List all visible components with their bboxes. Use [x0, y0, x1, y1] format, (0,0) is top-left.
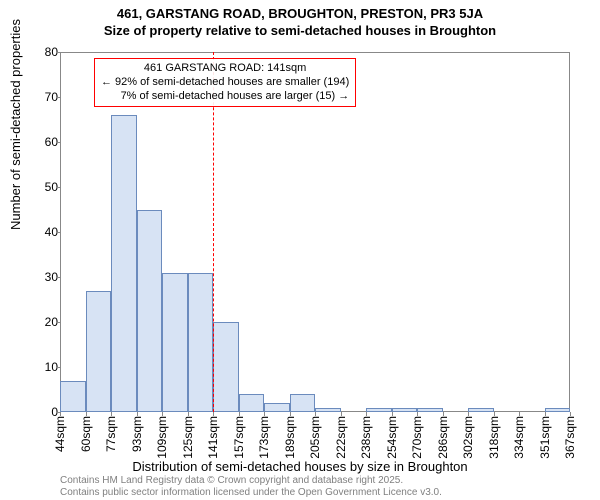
x-tick-label: 157sqm [232, 416, 246, 459]
chart-title-line2: Size of property relative to semi-detach… [0, 21, 600, 38]
y-tick-label: 50 [28, 180, 58, 194]
x-tick-label: 270sqm [410, 416, 424, 459]
y-tick-mark [56, 367, 60, 368]
x-tick-label: 318sqm [487, 416, 501, 459]
y-tick-mark [56, 142, 60, 143]
x-tick-label: 77sqm [104, 416, 118, 452]
histogram-bar [188, 273, 214, 413]
attribution-line1: Contains HM Land Registry data © Crown c… [60, 475, 442, 487]
chart-plot-area: 0102030405060708044sqm60sqm77sqm93sqm109… [60, 52, 570, 412]
x-tick-mark [162, 412, 163, 416]
x-tick-mark [111, 412, 112, 416]
x-tick-mark [570, 412, 571, 416]
x-tick-label: 334sqm [512, 416, 526, 459]
x-tick-mark [468, 412, 469, 416]
x-tick-mark [494, 412, 495, 416]
histogram-bar [545, 408, 571, 413]
histogram-bar [60, 381, 86, 413]
x-tick-label: 173sqm [257, 416, 271, 459]
x-tick-mark [392, 412, 393, 416]
y-tick-label: 80 [28, 45, 58, 59]
x-tick-label: 286sqm [436, 416, 450, 459]
x-tick-label: 60sqm [79, 416, 93, 452]
y-tick-label: 60 [28, 135, 58, 149]
x-tick-label: 222sqm [334, 416, 348, 459]
x-tick-label: 109sqm [155, 416, 169, 459]
x-tick-mark [290, 412, 291, 416]
histogram-bar [162, 273, 188, 413]
x-tick-mark [545, 412, 546, 416]
y-tick-mark [56, 232, 60, 233]
y-tick-mark [56, 322, 60, 323]
x-tick-mark [86, 412, 87, 416]
x-tick-label: 93sqm [130, 416, 144, 452]
annotation-box: 461 GARSTANG ROAD: 141sqm← 92% of semi-d… [94, 58, 356, 107]
histogram-bar [137, 210, 163, 413]
y-tick-mark [56, 187, 60, 188]
x-tick-mark [443, 412, 444, 416]
y-tick-label: 40 [28, 225, 58, 239]
attribution-text: Contains HM Land Registry data © Crown c… [60, 475, 442, 498]
x-axis-label: Distribution of semi-detached houses by … [0, 459, 600, 474]
histogram-bar [392, 408, 418, 413]
x-tick-mark [60, 412, 61, 416]
histogram-bar [417, 408, 443, 413]
histogram-bar [315, 408, 341, 413]
x-tick-mark [519, 412, 520, 416]
x-tick-label: 367sqm [563, 416, 577, 459]
x-tick-label: 302sqm [461, 416, 475, 459]
histogram-bar [111, 115, 137, 412]
x-tick-mark [137, 412, 138, 416]
histogram-bar [264, 403, 290, 412]
y-tick-mark [56, 277, 60, 278]
annotation-title: 461 GARSTANG ROAD: 141sqm [101, 62, 349, 76]
histogram-bar [239, 394, 265, 412]
y-tick-mark [56, 97, 60, 98]
chart-title-line1: 461, GARSTANG ROAD, BROUGHTON, PRESTON, … [0, 0, 600, 21]
y-tick-label: 10 [28, 360, 58, 374]
x-tick-mark [341, 412, 342, 416]
histogram-bar [86, 291, 112, 413]
x-tick-mark [315, 412, 316, 416]
histogram-bar [290, 394, 316, 412]
histogram-bar [366, 408, 392, 413]
y-tick-label: 70 [28, 90, 58, 104]
x-tick-label: 44sqm [53, 416, 67, 452]
x-tick-label: 189sqm [283, 416, 297, 459]
y-tick-label: 30 [28, 270, 58, 284]
x-tick-mark [213, 412, 214, 416]
annotation-right: 7% of semi-detached houses are larger (1… [101, 90, 349, 104]
x-tick-mark [417, 412, 418, 416]
histogram-bar [213, 322, 239, 412]
x-tick-mark [239, 412, 240, 416]
histogram-bar [468, 408, 494, 413]
x-tick-label: 238sqm [359, 416, 373, 459]
x-tick-mark [188, 412, 189, 416]
annotation-left: ← 92% of semi-detached houses are smalle… [101, 76, 349, 90]
x-tick-label: 125sqm [181, 416, 195, 459]
x-tick-mark [366, 412, 367, 416]
attribution-line2: Contains public sector information licen… [60, 487, 442, 499]
y-tick-mark [56, 52, 60, 53]
x-tick-label: 254sqm [385, 416, 399, 459]
y-tick-label: 20 [28, 315, 58, 329]
x-tick-mark [264, 412, 265, 416]
x-tick-label: 205sqm [308, 416, 322, 459]
x-tick-label: 351sqm [538, 416, 552, 459]
y-axis-label: Number of semi-detached properties [8, 19, 23, 230]
x-tick-label: 141sqm [206, 416, 220, 459]
